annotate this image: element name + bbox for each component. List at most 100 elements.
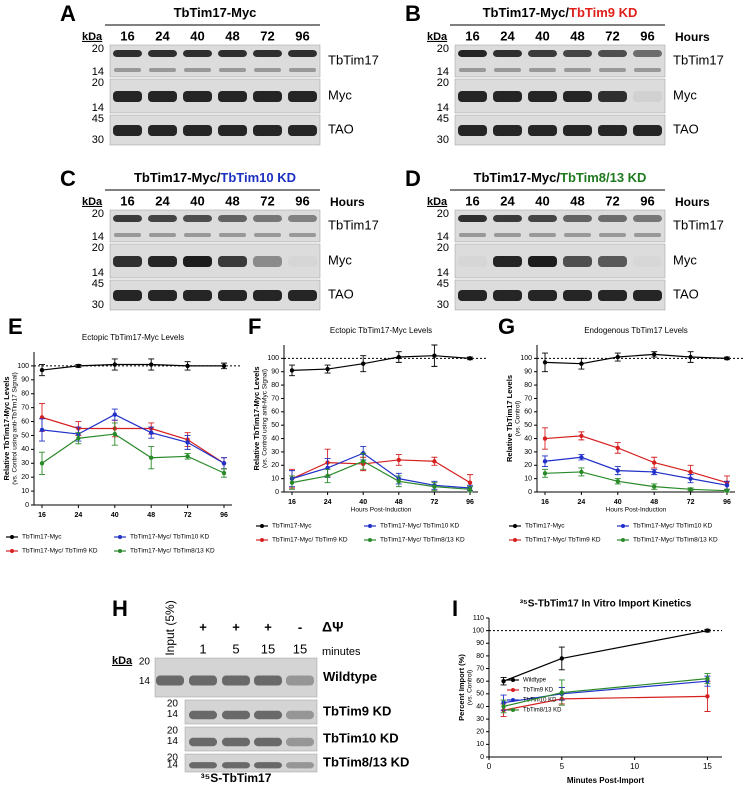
- data-point: [579, 433, 584, 439]
- blot-band: [563, 50, 592, 57]
- legend-marker: [260, 538, 264, 542]
- blot-band: [148, 50, 177, 57]
- blot-band: [493, 256, 522, 267]
- blot-band: [563, 290, 592, 301]
- data-point: [112, 362, 118, 367]
- y-tick-label: 50: [271, 422, 279, 429]
- blot-band: [183, 125, 212, 136]
- title-part: TbTim10 KD: [220, 170, 296, 185]
- y-tick-label: 50: [524, 422, 532, 429]
- lane-label: 40: [190, 193, 204, 208]
- x-tick-label: 16: [541, 499, 549, 506]
- row-label: TbTim9 KD: [323, 703, 391, 718]
- blot-band: [459, 68, 486, 72]
- title-part: TbTim17-Myc/: [483, 5, 570, 20]
- y-tick-label: 80: [21, 391, 29, 398]
- x-tick-label: 24: [75, 512, 83, 519]
- data-point: [579, 361, 584, 366]
- blot-band: [598, 125, 627, 136]
- marker-label: 14: [437, 267, 449, 279]
- data-point: [652, 469, 657, 475]
- data-point: [289, 368, 295, 373]
- data-point: [559, 656, 565, 661]
- blot-band: [288, 256, 317, 267]
- data-point: [76, 363, 81, 369]
- data-point: [149, 362, 154, 367]
- blot-band: [218, 290, 247, 301]
- data-point: [221, 461, 227, 466]
- minute-label: 15: [261, 641, 275, 656]
- blot-image: [184, 753, 318, 773]
- legend-marker: [511, 688, 515, 692]
- blot-title: TbTim17-Myc/TbTim9 KD: [483, 5, 638, 20]
- x-tick-label: 48: [650, 499, 658, 506]
- data-point: [652, 484, 657, 489]
- blot-image: [109, 279, 321, 311]
- unit-label: kDa: [82, 196, 103, 208]
- row-label: Myc: [673, 87, 697, 102]
- blot-image: [454, 243, 666, 279]
- marker-label: 30: [92, 134, 104, 146]
- data-point: [705, 628, 710, 633]
- panel-letter: B: [405, 1, 421, 26]
- data-point: [396, 354, 401, 360]
- y-tick-label: 0: [25, 502, 29, 509]
- y-tick-label: 50: [21, 432, 29, 439]
- legend-label: TbTim17-Myc/ TbTim8/13 KD: [633, 537, 718, 544]
- blot-band: [222, 710, 250, 720]
- lane-label: 96: [640, 193, 654, 208]
- blot-band: [599, 68, 626, 72]
- y-tick-label: 40: [271, 435, 279, 442]
- lane-label: 96: [640, 28, 654, 43]
- blot-title: TbTim17-Myc/TbTim8/13 KD: [474, 170, 647, 185]
- data-point: [185, 440, 190, 445]
- y-tick-label: 50: [476, 691, 484, 698]
- data-point: [705, 694, 710, 699]
- panel-letter: A: [60, 1, 76, 26]
- x-tick-label: 96: [723, 499, 731, 506]
- blot-band: [633, 125, 662, 136]
- data-point: [615, 468, 620, 473]
- series-line: [41, 413, 225, 464]
- blot-band: [253, 290, 282, 301]
- data-point: [579, 455, 584, 460]
- input-label: Input (5%): [163, 600, 177, 655]
- marker-label: 20: [437, 77, 449, 89]
- panel-letter: H: [112, 596, 128, 621]
- marker-label: 14: [167, 736, 179, 747]
- y-tick-label: 40: [476, 703, 484, 710]
- row-label: TbTim17: [673, 52, 724, 67]
- y-axis-label: Relative TbTim17-Myc Levels: [252, 366, 261, 470]
- y-tick-label: 70: [524, 395, 532, 402]
- row-label: TAO: [328, 286, 354, 301]
- marker-label: 14: [92, 231, 104, 243]
- legend-marker: [621, 524, 625, 528]
- blot-band: [493, 91, 522, 102]
- blot-band: [218, 91, 247, 102]
- x-tick-label: 48: [395, 499, 403, 506]
- blot-band: [288, 91, 317, 102]
- psi-sign: +: [199, 619, 207, 634]
- legend-marker: [511, 698, 515, 702]
- series-line: [291, 460, 471, 490]
- marker-label: 14: [139, 676, 151, 687]
- blot-band: [633, 290, 662, 301]
- blot-band: [113, 215, 142, 222]
- x-tick-label: 16: [288, 499, 296, 506]
- data-point: [652, 460, 657, 465]
- y-tick-label: 100: [267, 355, 279, 362]
- series-line: [544, 435, 728, 484]
- lane-label: 24: [155, 193, 170, 208]
- marker-label: 45: [92, 278, 104, 290]
- x-tick-label: 96: [220, 512, 228, 519]
- blot-title: TbTim17-Myc/TbTim10 KD: [134, 170, 296, 185]
- blot-band: [113, 91, 142, 102]
- data-point: [112, 431, 118, 437]
- blot-band: [288, 290, 317, 301]
- blot-band: [254, 737, 282, 747]
- marker-label: 30: [437, 134, 449, 146]
- blot-band: [633, 215, 662, 222]
- blot-band: [564, 68, 591, 72]
- chart-title: ³⁵S-TbTim17 In Vitro Import Kinetics: [520, 599, 692, 610]
- y-tick-label: 80: [271, 382, 279, 389]
